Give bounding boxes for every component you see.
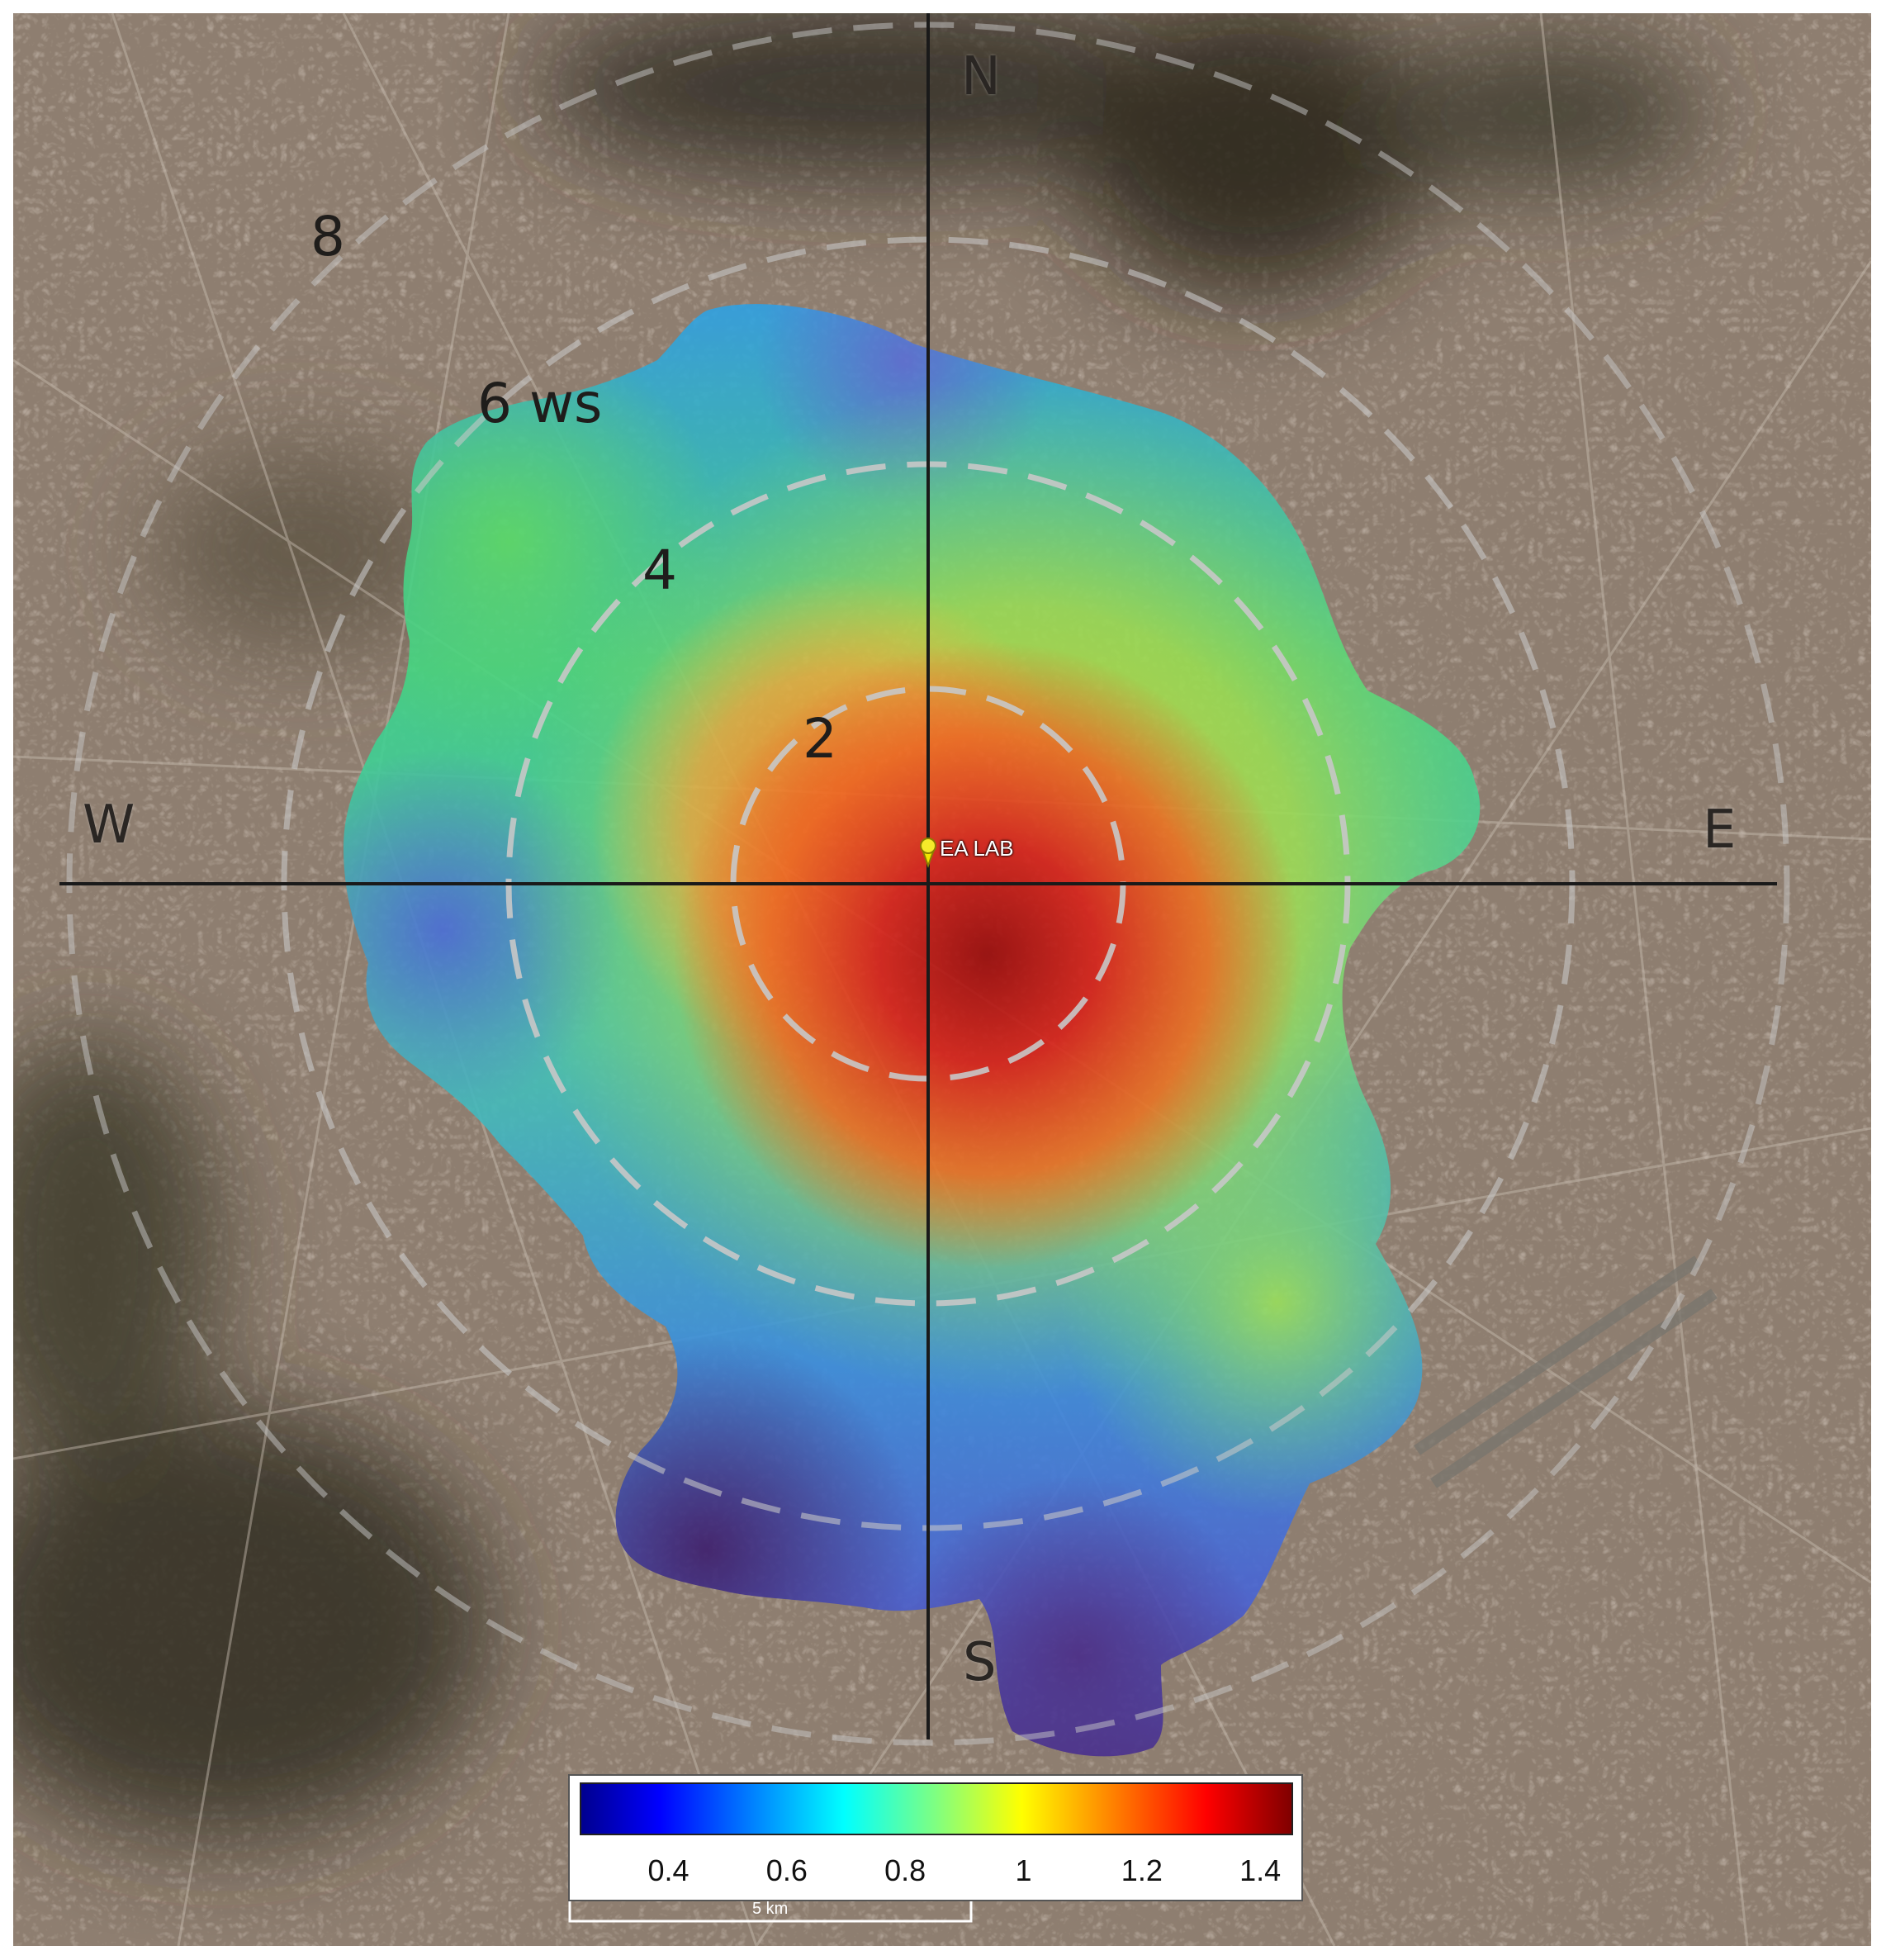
colorbar-tick-label: 0.4	[647, 1853, 689, 1887]
pushpin-icon	[920, 838, 936, 868]
satellite-base-map	[13, 13, 1871, 1946]
colorbar-legend: 0.4 0.6 0.8 1 1.2 1.4	[568, 1774, 1303, 1901]
site-label: EA LAB	[940, 836, 1014, 861]
compass-north-label: N	[961, 46, 1001, 107]
colorbar-tick-label: 1.2	[1121, 1853, 1163, 1887]
compass-south-label: S	[963, 1632, 997, 1693]
ring-label-2: 2	[803, 707, 837, 771]
colorbar-gradient	[580, 1782, 1293, 1835]
compass-axes	[59, 13, 1777, 1739]
colorbar-tick-label: 1	[1015, 1853, 1032, 1887]
colorbar-tick-label: 0.6	[765, 1853, 808, 1887]
colorbar-tick-label: 0.8	[884, 1853, 926, 1887]
ring-label-6: 6 ws	[477, 372, 603, 435]
ring-label-8: 8	[310, 205, 345, 268]
ring-label-4: 4	[642, 539, 677, 602]
map-view[interactable]: N E S W 2 4 6 ws 8 EA LAB	[13, 13, 1871, 1946]
scale-bar: 5 km	[568, 1900, 973, 1924]
scale-bar-label: 5 km	[752, 1900, 789, 1918]
compass-west-label: W	[83, 795, 135, 856]
colorbar-tick-label: 1.4	[1239, 1853, 1282, 1887]
compass-east-label: E	[1703, 800, 1737, 861]
